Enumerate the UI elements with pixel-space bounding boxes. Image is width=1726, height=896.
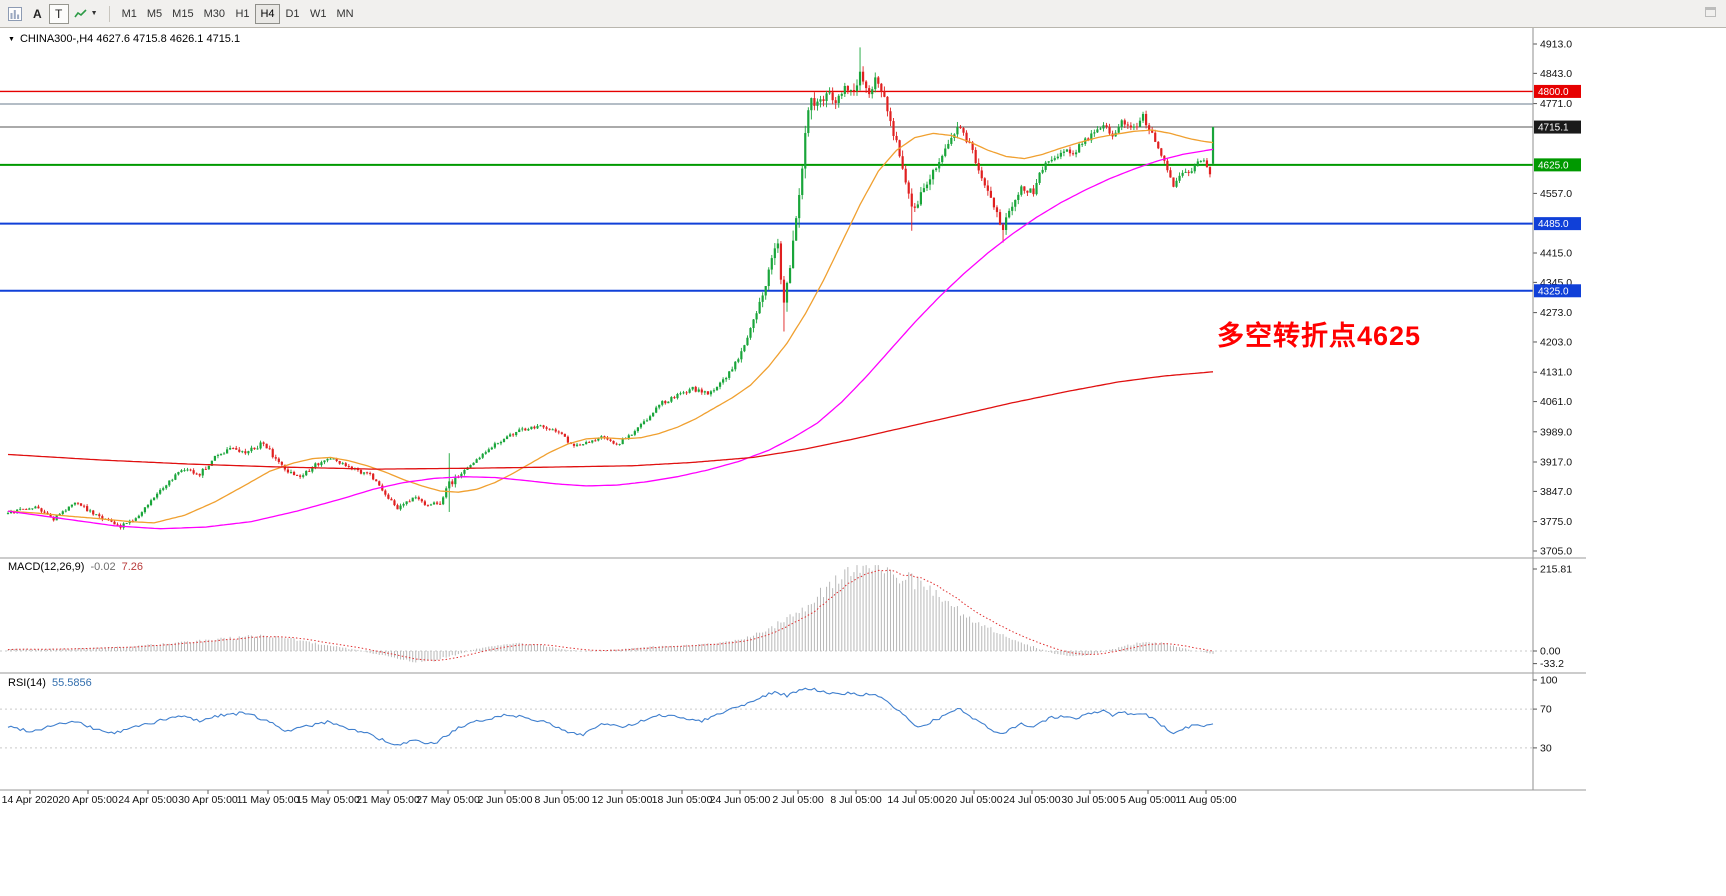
svg-text:5 Aug 05:00: 5 Aug 05:00	[1120, 794, 1176, 806]
svg-text:70: 70	[1540, 704, 1552, 716]
svg-text:11 May 05:00: 11 May 05:00	[237, 794, 300, 806]
svg-text:24 Jun 05:00: 24 Jun 05:00	[710, 794, 771, 806]
svg-text:12 Jun 05:00: 12 Jun 05:00	[592, 794, 653, 806]
timeframe-m30-button[interactable]: M30	[199, 4, 230, 24]
timeframe-h1-button[interactable]: H1	[230, 4, 255, 24]
timeframe-group: M1 M5 M15 M30 H1 H4 D1 W1 MN	[117, 3, 359, 24]
svg-text:15 May 05:00: 15 May 05:00	[296, 794, 360, 806]
toolbar: A T ▼ M1 M5 M15 M30 H1 H4 D1 W1 MN	[0, 0, 1726, 28]
svg-text:4415.0: 4415.0	[1540, 248, 1572, 260]
svg-text:3847.0: 3847.0	[1540, 486, 1572, 498]
rsi-value: 55.5856	[51, 677, 92, 689]
svg-text:4131.0: 4131.0	[1540, 367, 1572, 379]
ma-slow-red	[7, 371, 1214, 470]
rsi-name: RSI(14)	[8, 677, 46, 689]
svg-text:4485.0: 4485.0	[1538, 219, 1569, 230]
svg-text:14 Jul 05:00: 14 Jul 05:00	[887, 794, 944, 806]
svg-text:215.81: 215.81	[1540, 563, 1572, 575]
macd-main-value: -0.02	[90, 561, 116, 573]
timeframe-m1-button[interactable]: M1	[117, 4, 142, 24]
timeframe-m15-button[interactable]: M15	[167, 4, 198, 24]
timeframe-w1-button[interactable]: W1	[305, 4, 332, 24]
toolbar-separator	[108, 5, 110, 22]
svg-text:30 Apr 05:00: 30 Apr 05:00	[178, 794, 238, 806]
line-style-dropdown[interactable]: ▼	[70, 4, 102, 24]
ma-fast-orange	[7, 129, 1214, 524]
svg-text:30: 30	[1540, 742, 1552, 754]
macd-name: MACD(12,26,9)	[8, 561, 85, 573]
rsi-label: RSI(14) 55.5856	[8, 677, 95, 689]
text-tool-button[interactable]: A	[27, 4, 48, 24]
svg-text:4913.0: 4913.0	[1540, 39, 1572, 51]
svg-text:18 Jun 05:00: 18 Jun 05:00	[652, 794, 713, 806]
svg-text:4325.0: 4325.0	[1538, 286, 1569, 297]
macd-label: MACD(12,26,9) -0.02 7.26	[8, 561, 146, 573]
timeframe-mn-button[interactable]: MN	[331, 4, 358, 24]
line-style-icon	[74, 8, 87, 17]
macd-signal-value: 7.26	[121, 561, 144, 573]
svg-text:8 Jun 05:00: 8 Jun 05:00	[535, 794, 590, 806]
svg-text:4800.0: 4800.0	[1538, 87, 1569, 98]
svg-text:4625.0: 4625.0	[1538, 160, 1569, 171]
chevron-down-icon: ▼	[90, 10, 98, 17]
svg-text:3989.0: 3989.0	[1540, 426, 1572, 438]
svg-text:3775.0: 3775.0	[1540, 516, 1572, 528]
svg-text:4771.0: 4771.0	[1540, 98, 1572, 110]
svg-text:2 Jun 05:00: 2 Jun 05:00	[478, 794, 533, 806]
timeframe-h4-button[interactable]: H4	[254, 3, 280, 24]
svg-text:3917.0: 3917.0	[1540, 457, 1572, 469]
symbol-ohlc-line: ▼ CHINA300-,H4 4627.6 4715.8 4626.1 4715…	[8, 33, 240, 45]
collapse-arrow-icon[interactable]: ▼	[8, 35, 15, 43]
svg-text:4557.0: 4557.0	[1540, 188, 1572, 200]
svg-text:100: 100	[1540, 675, 1558, 687]
svg-text:0.00: 0.00	[1540, 646, 1561, 658]
svg-text:21 May 05:00: 21 May 05:00	[356, 794, 420, 806]
svg-text:20 Jul 05:00: 20 Jul 05:00	[945, 794, 1002, 806]
ma-mid-magenta	[7, 148, 1214, 530]
svg-text:4843.0: 4843.0	[1540, 68, 1572, 80]
mini-chart-icon	[8, 6, 22, 21]
timeframe-d1-button[interactable]: D1	[280, 4, 305, 24]
svg-text:11 Aug 05:00: 11 Aug 05:00	[1175, 794, 1236, 806]
svg-text:3705.0: 3705.0	[1540, 545, 1572, 557]
label-tool-button[interactable]: T	[48, 3, 69, 24]
window-minimize-icon[interactable]	[1705, 7, 1716, 17]
svg-text:4061.0: 4061.0	[1540, 396, 1572, 408]
chart-window-button[interactable]	[4, 4, 26, 24]
svg-text:2 Jul 05:00: 2 Jul 05:00	[772, 794, 824, 806]
svg-text:-33.2: -33.2	[1540, 658, 1564, 670]
svg-text:20 Apr 05:00: 20 Apr 05:00	[58, 794, 118, 806]
svg-text:24 Apr 05:00: 24 Apr 05:00	[118, 794, 178, 806]
svg-text:27 May 05:00: 27 May 05:00	[416, 794, 480, 806]
svg-text:24 Jul 05:00: 24 Jul 05:00	[1003, 794, 1060, 806]
chart-annotation-text: 多空转折点4625	[1217, 321, 1422, 351]
svg-text:4273.0: 4273.0	[1540, 307, 1572, 319]
symbol-ohlc-text: CHINA300-,H4 4627.6 4715.8 4626.1 4715.1	[19, 33, 241, 45]
svg-text:4203.0: 4203.0	[1540, 336, 1572, 348]
svg-text:8 Jul 05:00: 8 Jul 05:00	[830, 794, 882, 806]
svg-text:30 Jul 05:00: 30 Jul 05:00	[1061, 794, 1118, 806]
svg-text:14 Apr 2020: 14 Apr 2020	[2, 794, 59, 806]
timeframe-m5-button[interactable]: M5	[142, 4, 167, 24]
svg-text:4715.1: 4715.1	[1538, 123, 1569, 134]
